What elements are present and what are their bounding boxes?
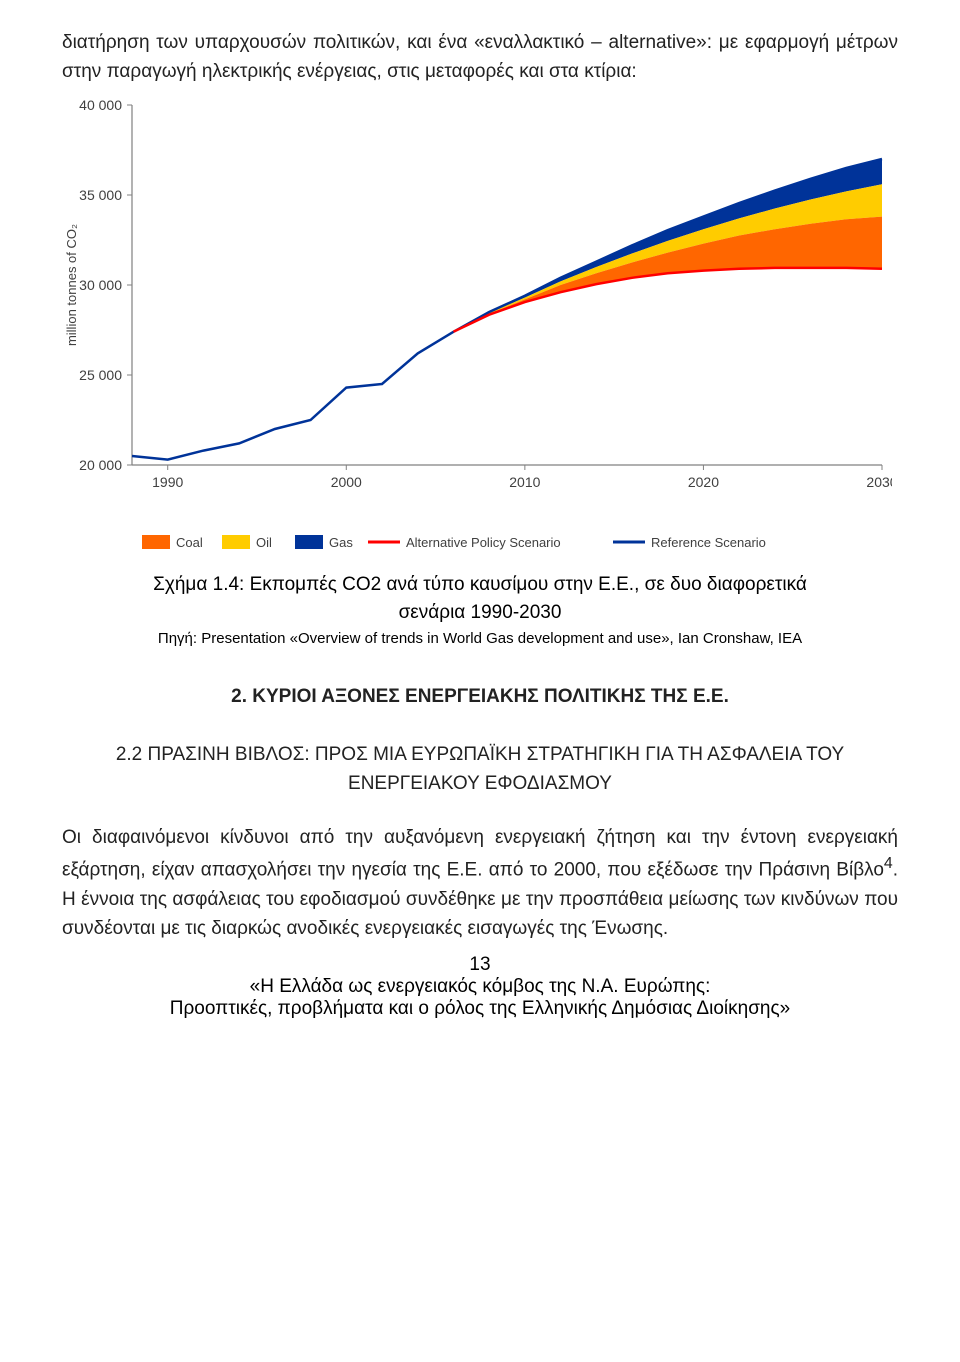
caption-line-1: Σχήμα 1.4: Εκπομπές CO2 ανά τύπο καυσίμο… [153, 574, 807, 595]
caption-line-2: σενάρια 1990-2030 [399, 602, 562, 623]
co2-chart-svg: 20 000 25 000 30 000 35 000 40 000 1990 2000 20… [62, 95, 892, 565]
svg-text:2020: 2020 [688, 474, 719, 490]
intro-paragraph: διατήρηση των υπαρχουσών πολιτικών, και … [62, 28, 898, 87]
svg-text:Gas: Gas [329, 535, 353, 550]
footnote-marker: 4 [884, 855, 893, 872]
svg-text:30 000: 30 000 [79, 277, 122, 293]
subsection-heading: 2.2 ΠΡΑΣΙΝΗ ΒΙΒΛΟΣ: ΠΡΟΣ ΜΙΑ ΕΥΡΩΠΑΪΚΗ Σ… [62, 740, 898, 799]
svg-text:million tonnes of CO₂: million tonnes of CO₂ [64, 224, 79, 346]
svg-text:40 000: 40 000 [79, 97, 122, 113]
figure-caption: Σχήμα 1.4: Εκπομπές CO2 ανά τύπο καυσίμο… [62, 571, 898, 628]
svg-text:20 000: 20 000 [79, 457, 122, 473]
body-pre: Οι διαφαινόμενοι κίνδυνοι από την αυξανό… [62, 827, 898, 881]
footer-line-2: Προοπτικές, προβλήματα και ο ρόλος της Ε… [62, 998, 898, 1020]
figure-source: Πηγή: Presentation «Overview of trends i… [62, 628, 898, 650]
svg-text:Coal: Coal [176, 535, 203, 550]
co2-chart: 20 000 25 000 30 000 35 000 40 000 1990 2000 20… [62, 95, 898, 565]
svg-text:Alternative Policy Scenario: Alternative Policy Scenario [406, 535, 561, 550]
svg-text:2030: 2030 [866, 474, 892, 490]
body-paragraph: Οι διαφαινόμενοι κίνδυνοι από την αυξανό… [62, 823, 898, 944]
svg-text:Oil: Oil [256, 535, 272, 550]
svg-text:1990: 1990 [152, 474, 183, 490]
svg-text:35 000: 35 000 [79, 187, 122, 203]
page-number: 13 [62, 954, 898, 976]
svg-text:Reference Scenario: Reference Scenario [651, 535, 766, 550]
page-footer: 13 «Η Ελλάδα ως ενεργειακός κόμβος της Ν… [62, 954, 898, 1020]
svg-text:2010: 2010 [509, 474, 540, 490]
footer-line-1: «Η Ελλάδα ως ενεργειακός κόμβος της Ν.Α.… [62, 976, 898, 998]
svg-text:2000: 2000 [331, 474, 362, 490]
svg-text:25 000: 25 000 [79, 367, 122, 383]
section-heading: 2. ΚΥΡΙΟΙ ΑΞΟΝΕΣ ΕΝΕΡΓΕΙΑΚΗΣ ΠΟΛΙΤΙΚΗΣ Τ… [62, 686, 898, 708]
